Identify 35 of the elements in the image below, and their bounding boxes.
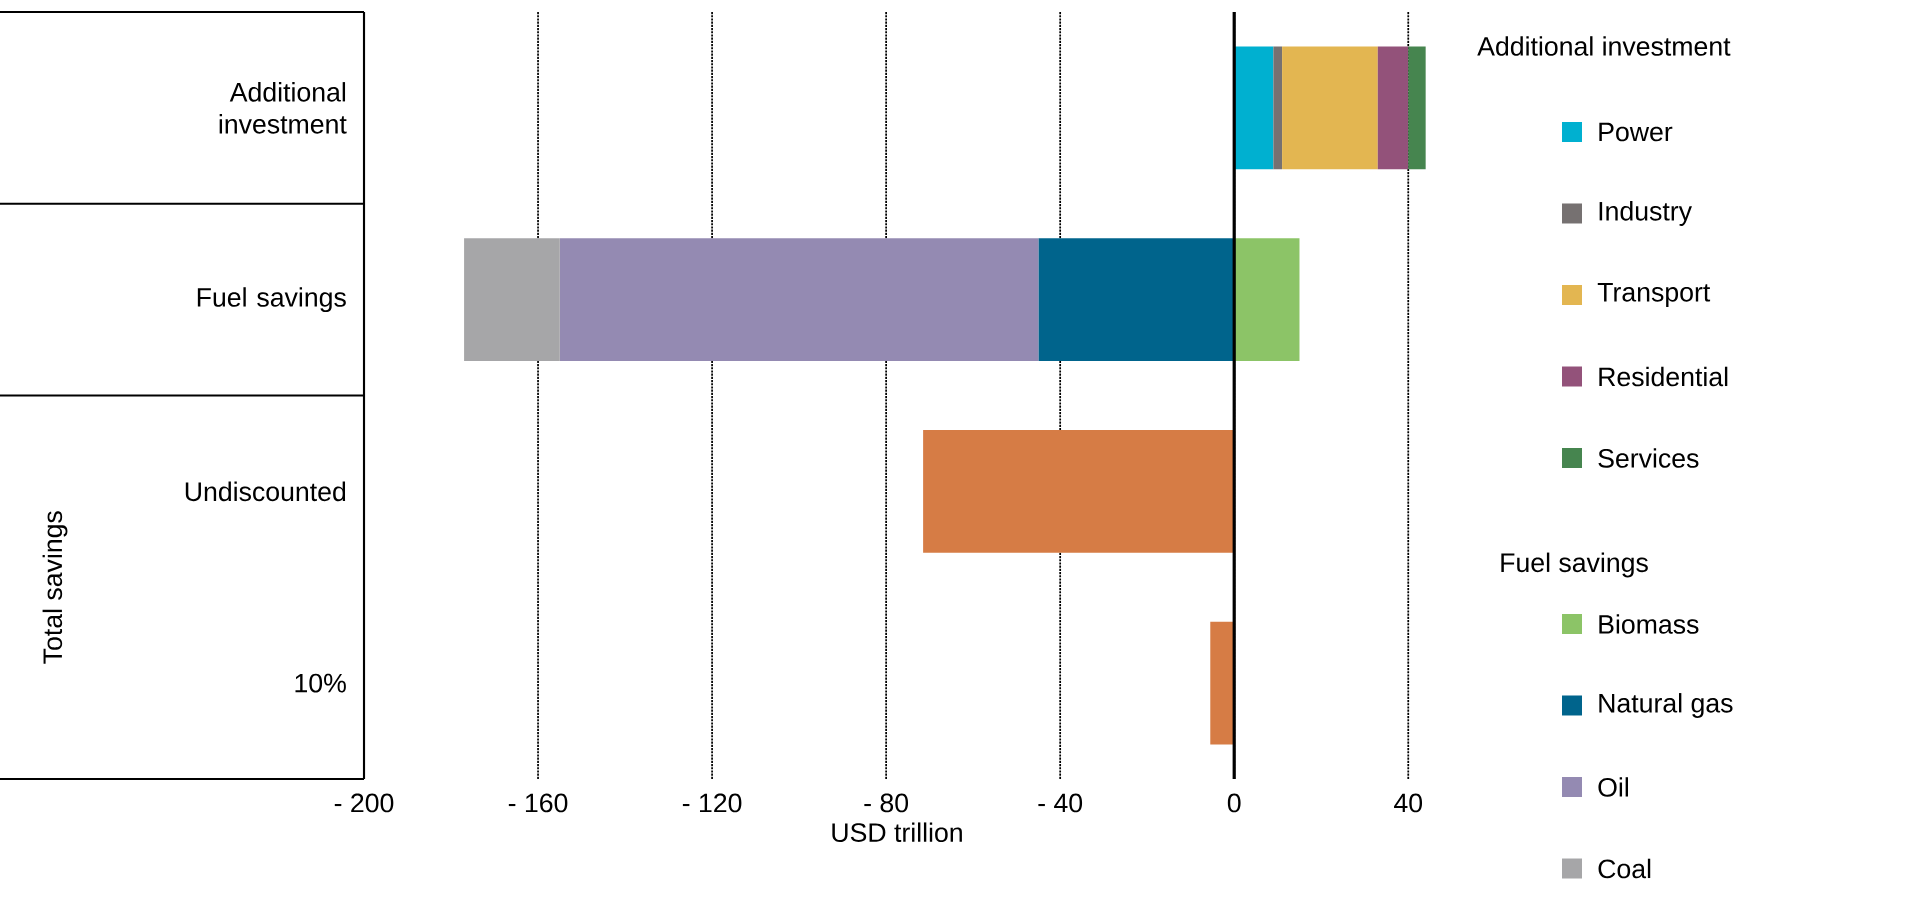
legend-label: Biomass <box>1599 614 1699 634</box>
x-tick-label: - 160 <box>508 793 568 813</box>
legend-label: Power <box>1599 122 1673 142</box>
text: Total savings <box>42 511 68 664</box>
y-tick-label: Undiscounted <box>185 481 346 502</box>
x-tick-label: - 200 <box>334 793 394 813</box>
bar <box>1038 238 1235 361</box>
text: Fuel savings <box>1501 552 1648 578</box>
x-tick-label: 40 <box>1394 793 1423 813</box>
bar <box>1408 46 1426 170</box>
bar <box>1210 621 1235 745</box>
x-tick-label: - 80 <box>864 793 909 813</box>
legend-label: Transport <box>1597 283 1711 307</box>
legend-label: Residential <box>1599 366 1728 387</box>
legend-label: Services <box>1598 448 1699 468</box>
x-axis-title: USD trillion <box>832 822 962 842</box>
bar <box>1273 46 1283 170</box>
y-tick-label: Additional investment <box>219 82 347 134</box>
bar <box>923 430 1235 553</box>
legend-label: Coal <box>1598 858 1651 879</box>
x-tick-label: - 40 <box>1038 793 1083 813</box>
bar <box>1282 46 1378 170</box>
y-tick-label: Fuel savings <box>197 287 346 313</box>
bar <box>1377 46 1409 170</box>
y-tick-label: 10% <box>295 673 346 693</box>
legend-title: Additional investment <box>1477 36 1731 56</box>
legend-label: Natural gas <box>1599 693 1733 718</box>
x-tick-label: - 120 <box>682 793 742 813</box>
bar <box>559 238 1039 361</box>
bar <box>464 238 560 361</box>
x-tick-label: 0 <box>1227 793 1241 813</box>
legend-label: Industry <box>1599 201 1692 226</box>
legend-label: Oil <box>1598 777 1628 797</box>
bar <box>1234 46 1274 170</box>
bar <box>1234 238 1300 361</box>
